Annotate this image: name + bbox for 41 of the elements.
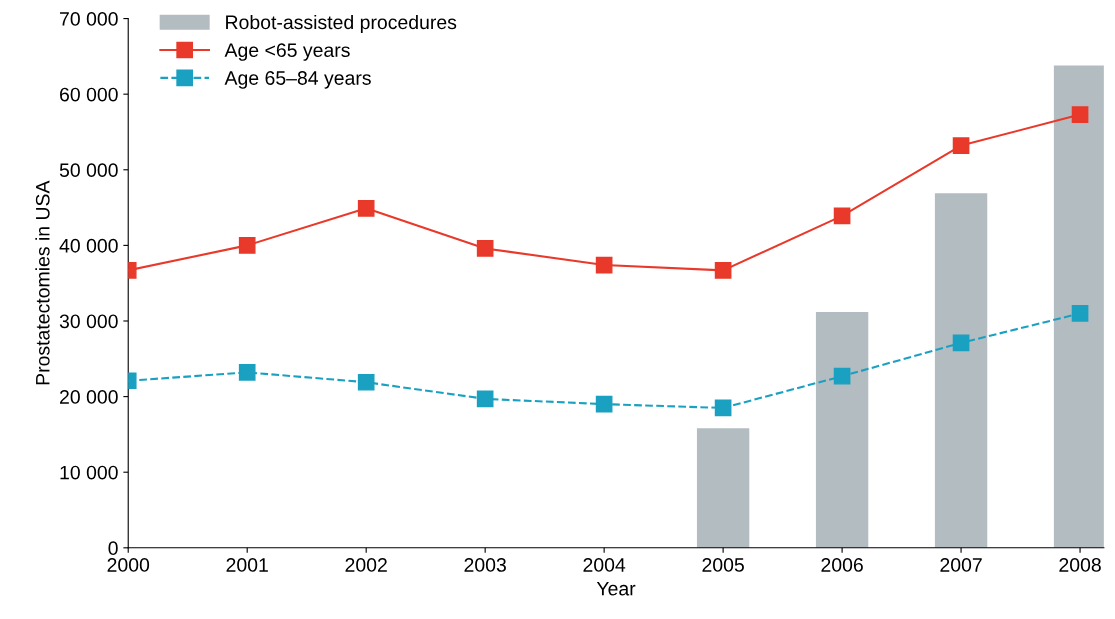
point (238, 237, 256, 254)
x-tick-label: 2005 (702, 558, 744, 572)
point (714, 262, 732, 279)
y-tick-label: 60 000 (60, 87, 118, 102)
point (714, 399, 732, 417)
x-tick-label: 2001 (226, 558, 268, 572)
point (952, 137, 970, 154)
x-tick-label: 2000 (107, 558, 150, 572)
point (1071, 305, 1089, 322)
point (833, 207, 851, 225)
x-tick-label: 2004 (583, 558, 626, 572)
legend-label: Age <65 years (224, 43, 350, 61)
point (476, 240, 494, 257)
y-tick-label: 70 000 (60, 12, 118, 26)
point (1071, 106, 1089, 123)
x-tick-label: 2003 (464, 558, 506, 572)
x-axis-title: Year (596, 581, 636, 596)
x-tick-label: 2006 (821, 558, 863, 572)
legend-label: Robot-assisted procedures (226, 14, 457, 34)
y-tick-label: 0 (108, 541, 118, 556)
point (357, 200, 375, 217)
point (357, 373, 375, 391)
point (238, 364, 256, 381)
x-tick-label: 2008 (1059, 558, 1101, 572)
point (833, 367, 851, 385)
y-tick-label: 20 000 (60, 390, 118, 404)
point (595, 395, 613, 413)
legend-label: Age 65–84 years (224, 71, 371, 89)
y-axis-title: Prostatectomies in USA (35, 180, 50, 385)
bar (696, 428, 750, 548)
bar (934, 193, 988, 548)
x-tick-label: 2007 (940, 558, 982, 572)
point (952, 334, 970, 352)
y-tick-label: 10 000 (60, 465, 118, 480)
y-tick-label: 50 000 (59, 163, 118, 178)
x-tick-label: 2002 (345, 558, 387, 572)
y-tick-label: 30 000 (59, 314, 118, 329)
y-tick-label: 40 000 (59, 238, 118, 253)
bar (815, 311, 869, 548)
point (476, 390, 494, 408)
point (595, 256, 613, 274)
